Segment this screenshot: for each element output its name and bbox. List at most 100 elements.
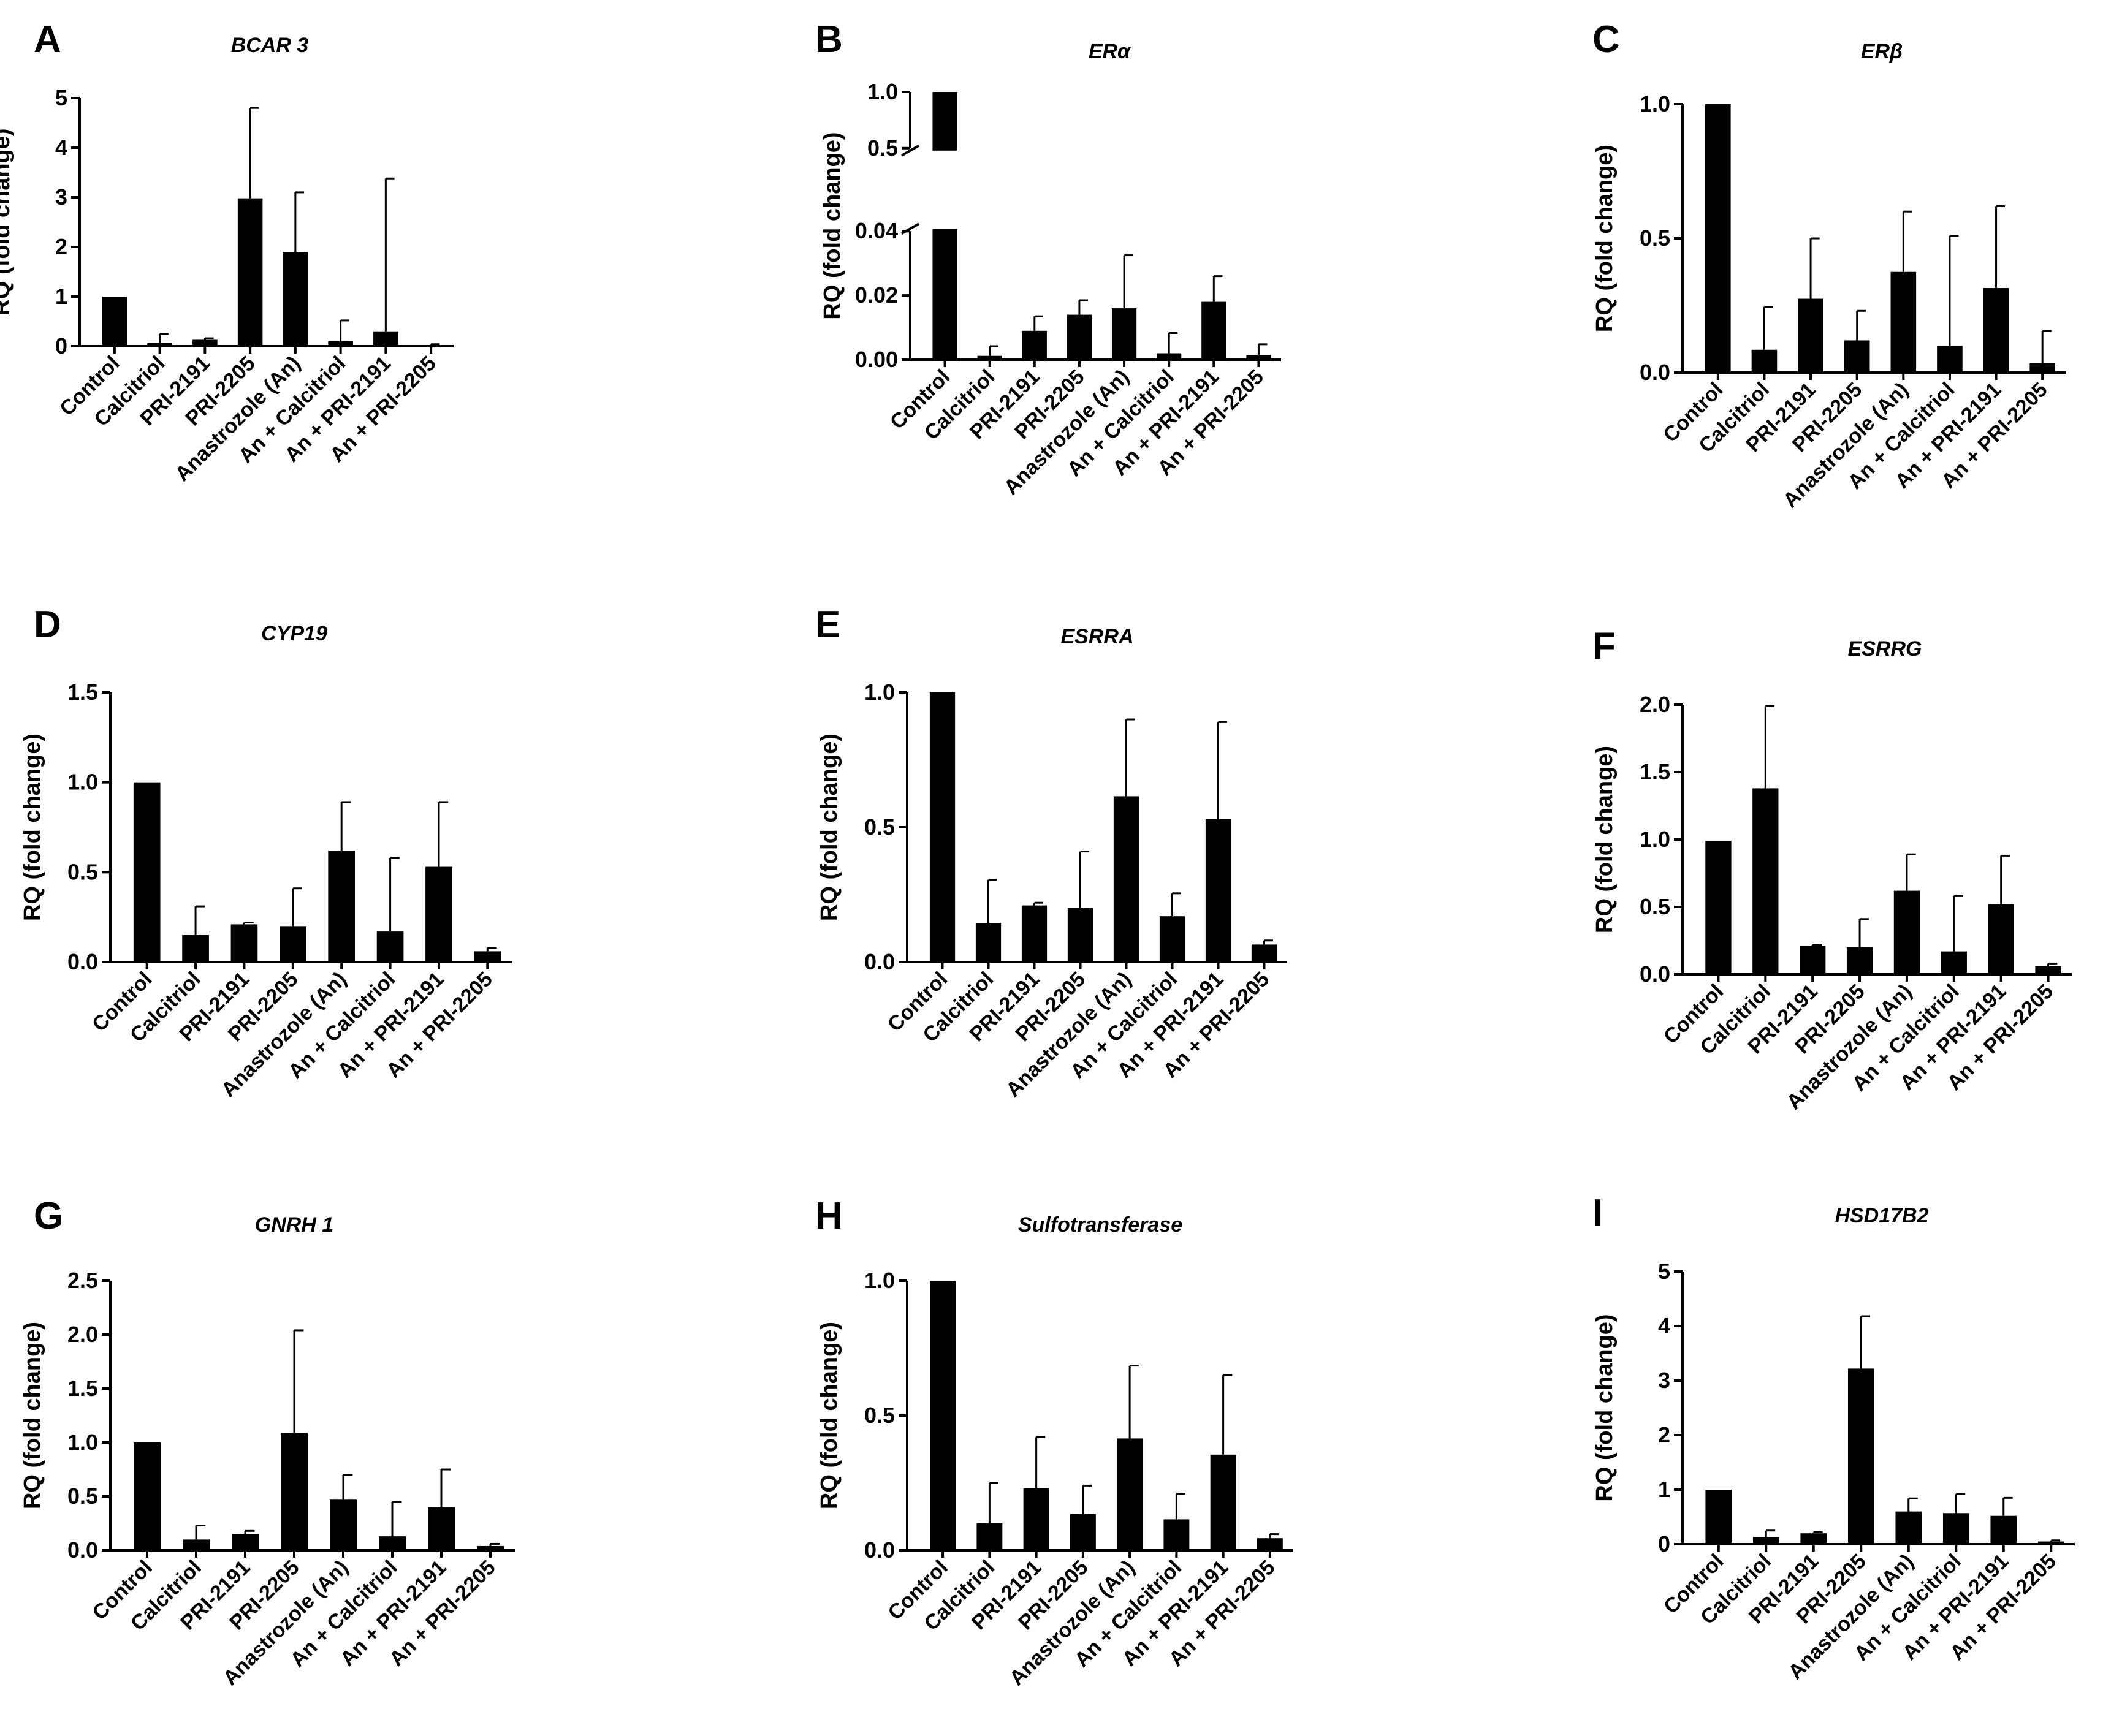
y-tick-label: 0.0 xyxy=(1640,961,1670,987)
chart-panel-h: H Sulfotransferase RQ (fold change) 0.0 0.5 1… xyxy=(815,1195,1293,1690)
y-tick-label: 0.5 xyxy=(67,859,98,884)
bar xyxy=(232,1534,259,1550)
y-tick-label: 2.0 xyxy=(1640,692,1670,717)
y-axis-label: RQ (fold change) xyxy=(820,132,845,319)
bar xyxy=(1111,308,1137,360)
y-tick-label: 1.5 xyxy=(67,1376,98,1401)
y-tick-label: 1.0 xyxy=(67,770,98,795)
bar xyxy=(1752,788,1779,974)
bar xyxy=(376,931,404,962)
bar xyxy=(1893,890,1920,974)
bar xyxy=(1895,1511,1922,1544)
bar xyxy=(1205,819,1231,962)
bar xyxy=(330,1499,357,1550)
y-tick-label: 0.0 xyxy=(864,1537,895,1563)
bar xyxy=(474,951,501,962)
bar xyxy=(1070,1514,1096,1550)
bar xyxy=(1705,104,1731,373)
panel-letter: F xyxy=(1592,625,1616,667)
panel-letter: D xyxy=(34,604,61,646)
y-tick-label: 0.5 xyxy=(864,1403,895,1428)
bar xyxy=(976,1523,1003,1550)
y-tick-label: 3 xyxy=(55,184,67,210)
y-tick-label: 1 xyxy=(55,284,67,309)
bar xyxy=(1751,349,1778,373)
y-tick-label: 2.5 xyxy=(67,1268,98,1293)
y-tick-label: 0.5 xyxy=(867,135,898,161)
y-tick-label: 2 xyxy=(55,234,67,259)
bar xyxy=(1159,916,1185,962)
panel-letter: A xyxy=(34,18,61,61)
y-axis-label: RQ (fold change) xyxy=(816,733,842,921)
bar xyxy=(1846,947,1873,974)
bar xyxy=(1067,908,1093,962)
bar xyxy=(1163,1519,1190,1550)
bar xyxy=(1800,946,1826,974)
bar xyxy=(1942,1513,1969,1544)
bar xyxy=(230,924,258,962)
y-tick-label: 2 xyxy=(1658,1422,1670,1447)
panel-letter: C xyxy=(1592,18,1620,61)
y-tick-label: 2.0 xyxy=(67,1322,98,1347)
y-tick-label: 0.5 xyxy=(864,814,895,840)
bar xyxy=(977,355,1002,360)
panel-title: ESRRA xyxy=(1060,625,1133,648)
bar xyxy=(1937,346,1963,373)
y-tick-label: 5 xyxy=(1658,1259,1670,1284)
y-tick-label: 0.0 xyxy=(1640,360,1670,385)
y-tick-label: 0.04 xyxy=(855,218,898,243)
y-tick-label: 0.5 xyxy=(1640,894,1670,919)
y-axis-label: RQ (fold change) xyxy=(20,1322,45,1509)
y-tick-label: 0 xyxy=(55,333,67,358)
bar xyxy=(1705,1490,1732,1544)
y-tick-label: 1.0 xyxy=(1640,827,1670,852)
y-axis-label: RQ (fold change) xyxy=(1592,746,1618,933)
bar xyxy=(2029,363,2055,373)
panel-title: CYP19 xyxy=(261,622,327,645)
y-tick-label: 1.5 xyxy=(1640,759,1670,784)
bar xyxy=(1201,301,1226,360)
y-tick-label: 1.0 xyxy=(864,680,895,705)
bar xyxy=(1941,951,1967,974)
bar xyxy=(328,341,353,346)
bar xyxy=(134,1442,161,1550)
bar xyxy=(237,198,263,346)
bar xyxy=(1257,1538,1283,1550)
bar xyxy=(1752,1537,1779,1544)
panel-letter: G xyxy=(34,1195,63,1237)
bar xyxy=(1113,796,1139,962)
bar xyxy=(930,1281,956,1550)
y-tick-label: 3 xyxy=(1658,1368,1670,1393)
bar xyxy=(1157,353,1182,360)
bar xyxy=(1983,288,2009,373)
bar xyxy=(283,252,308,346)
bar xyxy=(1988,904,2014,974)
bar xyxy=(929,692,956,962)
y-tick-label: 0.00 xyxy=(855,347,898,372)
panel-title: Sulfotransferase xyxy=(1018,1213,1182,1237)
bar xyxy=(373,331,398,346)
y-axis-label: RQ (fold change) xyxy=(0,128,15,316)
y-tick-label: 1 xyxy=(1658,1477,1670,1502)
y-tick-label: 0.0 xyxy=(864,949,895,974)
bar xyxy=(1844,340,1870,373)
bar xyxy=(477,1545,504,1550)
y-tick-label: 1.0 xyxy=(67,1430,98,1455)
bar xyxy=(425,866,452,962)
bar xyxy=(1705,841,1732,974)
panel-letter: H xyxy=(815,1195,843,1237)
panel-letter: I xyxy=(1592,1192,1603,1234)
bar xyxy=(147,343,172,346)
bar xyxy=(1251,944,1277,962)
chart-panel-a: A BCAR 3RQ (fold change)012345ControlCalc… xyxy=(0,18,454,486)
y-axis-label: RQ (fold change) xyxy=(816,1322,842,1509)
bar xyxy=(1067,314,1092,360)
y-tick-label: 4 xyxy=(1658,1313,1670,1338)
bar xyxy=(1990,1515,2017,1544)
bar xyxy=(1798,298,1823,373)
y-tick-label: 1.0 xyxy=(867,79,898,104)
